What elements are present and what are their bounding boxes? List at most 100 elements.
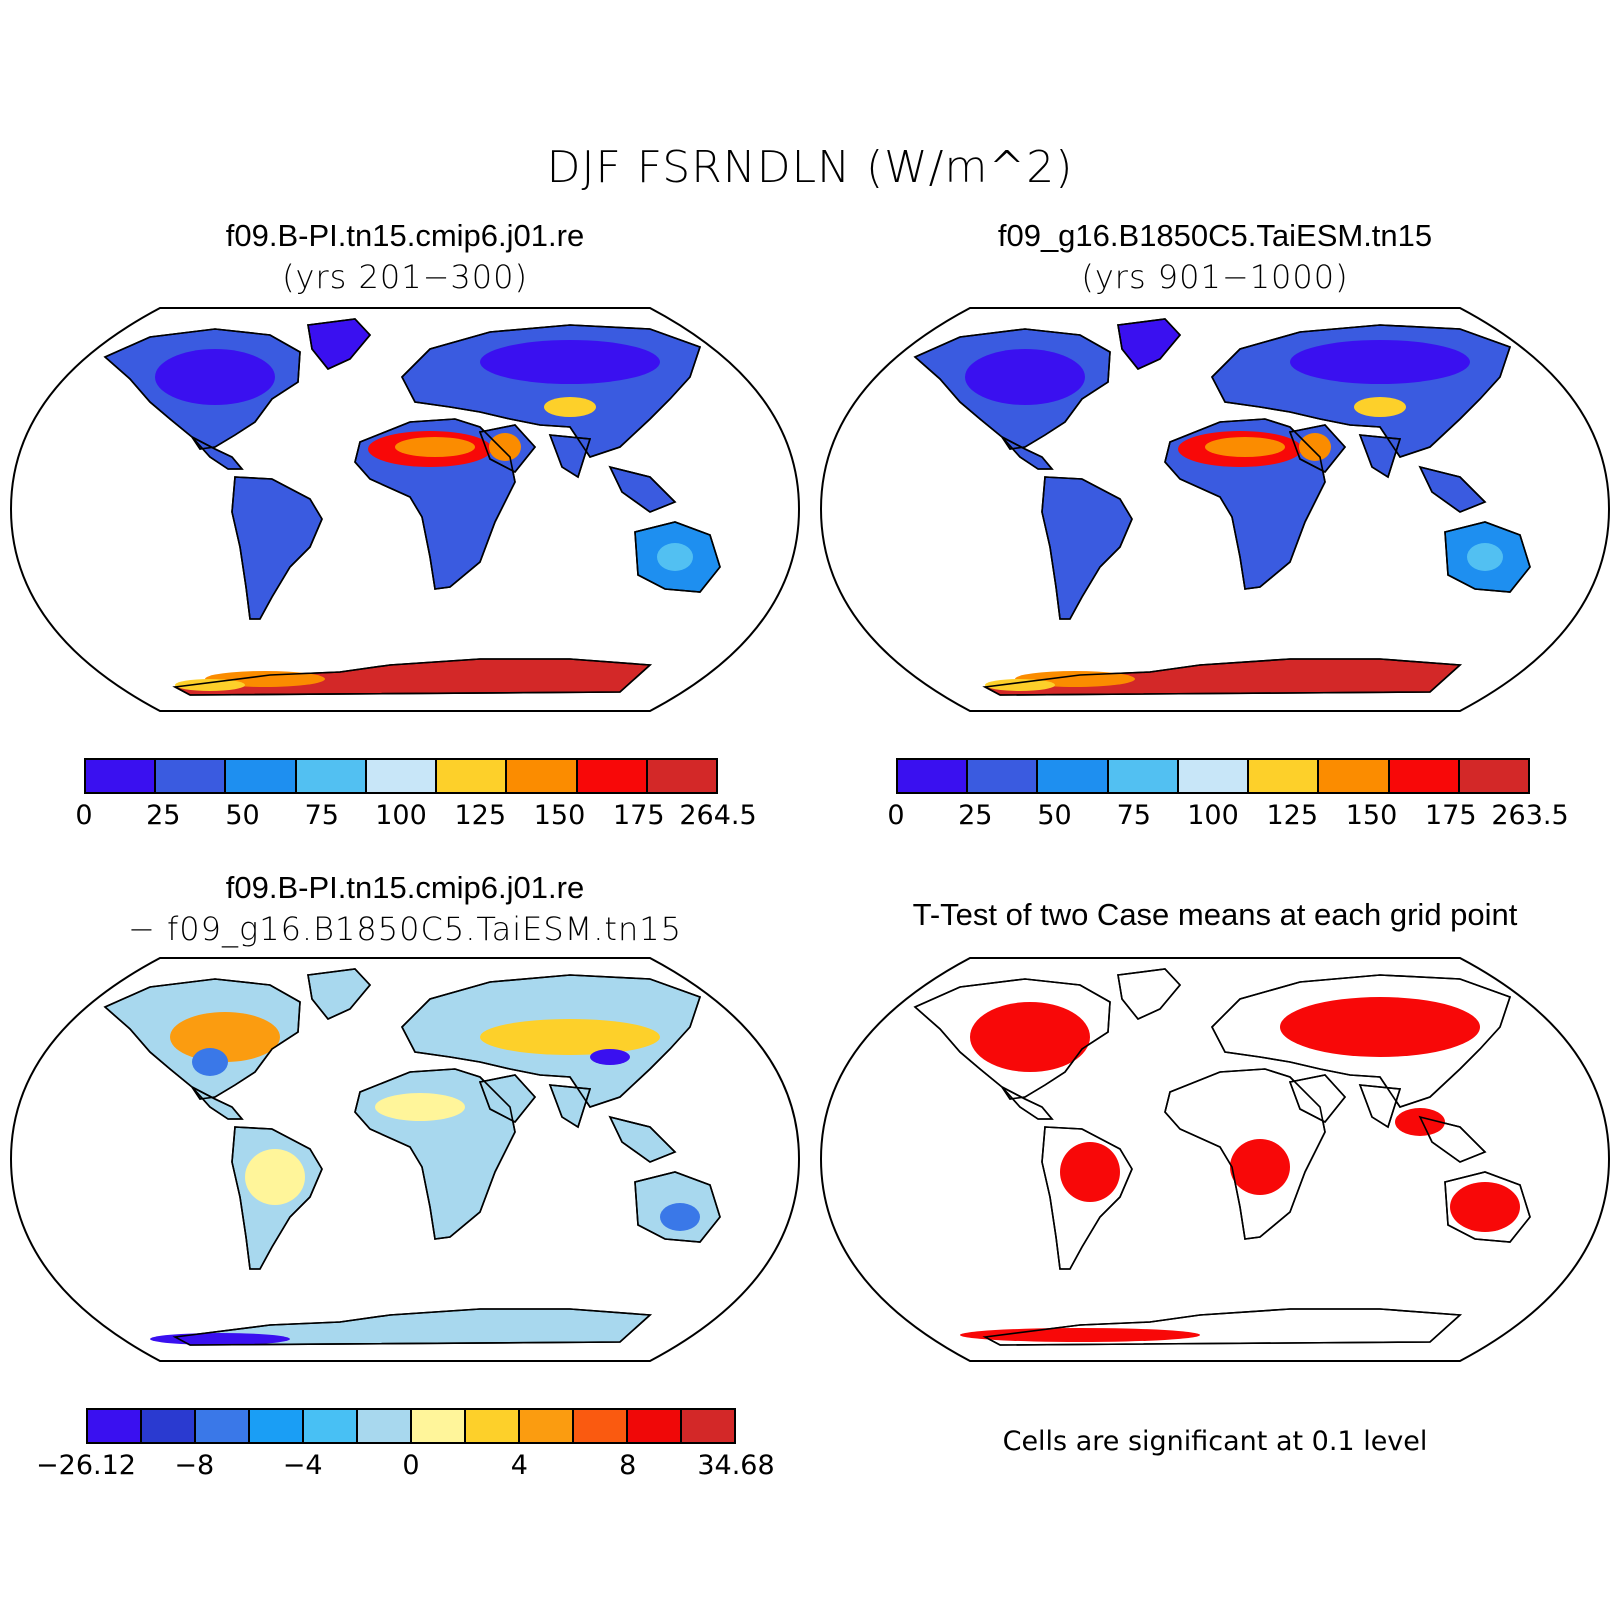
namerica-coastline: [913, 978, 1111, 1100]
colorbar-swatch: [898, 760, 969, 792]
samerica-coastline: [231, 1126, 323, 1270]
siberia-low-region: [480, 340, 660, 384]
colorbar-tick-label: 100: [1187, 800, 1239, 831]
samerica-coastline: [1041, 1126, 1133, 1270]
panel-1-colorbar: [84, 758, 718, 794]
antarctica-coastline: [172, 658, 652, 696]
colorbar-swatch: [628, 1410, 682, 1442]
india-coastline: [1358, 1084, 1402, 1129]
colorbar-swatch: [520, 1410, 574, 1442]
colorbar-swatch: [304, 1410, 358, 1442]
panel-4-title: T-Test of two Case means at each grid po…: [912, 897, 1518, 932]
panel-1-map: [10, 307, 800, 712]
australia-interior-region: [1467, 543, 1503, 571]
panel-2-map: [820, 307, 1610, 712]
figure-title: DJF FSRNDLN (W/m^2): [546, 142, 1074, 193]
africa-significant-region: [1230, 1139, 1290, 1195]
namerica-coastline: [103, 978, 301, 1100]
panel-1-title: f09.B-PI.tn15.cmip6.j01.re: [225, 218, 585, 253]
colorbar-tick-label: 0: [75, 800, 93, 831]
antarctica-negative-region: [150, 1333, 290, 1345]
canada-low-region: [965, 349, 1085, 405]
australia-coastline: [1444, 521, 1531, 593]
greenland-coastline: [307, 318, 372, 370]
australia-significant-region: [1450, 1182, 1520, 1232]
amazon-positive-region: [245, 1149, 305, 1205]
namerica-coastline: [103, 328, 301, 450]
arabia-hot-region: [489, 433, 521, 461]
colorbar-tick-label: 125: [454, 800, 507, 831]
arabia-coastline: [478, 1074, 537, 1124]
panel-2-title: f09_g16.B1850C5.TaiESM.tn15: [997, 218, 1433, 253]
colorbar-swatch: [507, 760, 578, 792]
antarctica-significant-region: [960, 1328, 1200, 1342]
samerica-coastline: [231, 476, 323, 620]
colorbar-swatch: [366, 760, 438, 792]
arabia-coastline: [478, 424, 537, 474]
colorbar-tick-label: 25: [958, 800, 993, 831]
eurasia-coastline: [1211, 324, 1512, 458]
colorbar-tick-label: 75: [1116, 800, 1151, 831]
sahara-core-region: [1205, 437, 1285, 457]
india-coastline: [548, 1084, 592, 1129]
map-border: [10, 957, 800, 1362]
colorbar-swatch: [466, 1410, 520, 1442]
greenland-coastline: [307, 968, 372, 1020]
seasia-coastline: [1418, 1115, 1487, 1163]
colorbar-tick-label: 50: [225, 800, 260, 831]
colorbar-swatch: [88, 1410, 142, 1442]
colorbar-tick-label: 75: [304, 800, 339, 831]
asia-positive-region: [480, 1019, 660, 1055]
samerica-significant-region: [1060, 1142, 1120, 1202]
colorbar-tick-label: 50: [1037, 800, 1072, 831]
colorbar-swatch: [1178, 760, 1250, 792]
eurasia-coastline: [1211, 974, 1512, 1108]
panel-1-colorbar-labels: 0 25 50 75 100 125 150 175 264.5: [75, 800, 756, 836]
namerica-coastline: [913, 328, 1111, 450]
africa-coastline: [1164, 418, 1326, 590]
panel-2-colorbar: [896, 758, 1530, 794]
greenland-coastline: [1117, 968, 1182, 1020]
sahara-core-region: [395, 437, 475, 457]
panel-3-colorbar-labels: −26.12 −8 −4 0 4 8 34.68: [36, 1450, 775, 1486]
africa-coastline: [354, 1068, 516, 1240]
panel-2-subtitle: (yrs 901−1000): [1081, 258, 1349, 296]
india-coastline: [1358, 434, 1402, 479]
arabia-coastline: [1288, 424, 1347, 474]
camerica-coastline: [191, 1086, 244, 1120]
namerica-significant-region: [970, 1002, 1090, 1072]
eurasia-significant-region: [1280, 997, 1480, 1057]
colorbar-swatch: [647, 760, 716, 792]
antarctica-coastline: [172, 1308, 652, 1346]
australia-coastline: [634, 521, 721, 593]
tibet-region: [544, 397, 596, 417]
africa-coastline: [354, 418, 516, 590]
colorbar-swatch: [437, 760, 508, 792]
colorbar-tick-label: 150: [1345, 800, 1398, 831]
peninsula-region: [175, 679, 245, 691]
colorbar-tick-label: −26.12: [36, 1450, 136, 1481]
arabia-coastline: [1288, 1074, 1347, 1124]
colorbar-tick-label: −8: [174, 1450, 215, 1481]
colorbar-swatch: [358, 1410, 412, 1442]
siberia-low-region: [1290, 340, 1470, 384]
seasia-coastline: [1418, 465, 1487, 513]
australia-coastline: [1444, 1171, 1531, 1243]
antarctica-coastline: [982, 1308, 1462, 1346]
australia-coastline: [634, 1171, 721, 1243]
arabia-hot-region: [1299, 433, 1331, 461]
namerica-negative-region: [192, 1048, 228, 1076]
colorbar-tick-label: 263.5: [1491, 800, 1569, 831]
colorbar-tick-label: 175: [612, 800, 665, 831]
colorbar-tick-label: −4: [282, 1450, 323, 1481]
antarctica-coastline: [982, 658, 1462, 696]
greenland-landmass: [307, 968, 372, 1020]
colorbar-swatch: [1249, 760, 1320, 792]
colorbar-tick-label: 150: [533, 800, 586, 831]
australia-negative-region: [660, 1203, 700, 1231]
india-coastline: [548, 434, 592, 479]
panel-3-title: f09.B-PI.tn15.cmip6.j01.re: [225, 870, 585, 905]
australia-interior-region: [657, 543, 693, 571]
colorbar-swatch: [968, 760, 1039, 792]
map-border: [820, 957, 1610, 1362]
